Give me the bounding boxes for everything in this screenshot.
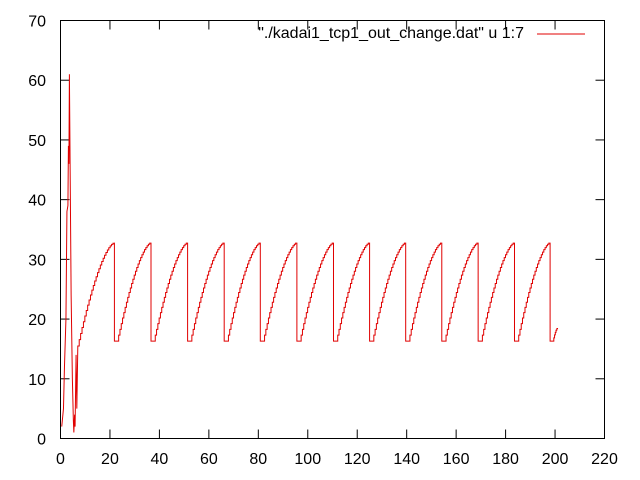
y-tick-label: 30 <box>28 252 46 269</box>
y-tick-label: 70 <box>28 14 46 31</box>
y-tick-label: 60 <box>28 73 46 90</box>
x-tick-label: 20 <box>101 451 119 468</box>
legend: "./kadai1_tcp1_out_change.dat" u 1:7 <box>258 25 585 42</box>
tick-labels: 0 20 40 60 80 100 120 140 160 180 200 220 0 10 20 30 40 5… <box>28 14 618 469</box>
y-tick-label: 20 <box>28 312 46 329</box>
y-tick-label: 40 <box>28 193 46 210</box>
x-tick-label: 120 <box>344 451 371 468</box>
x-tick-label: 0 <box>56 451 65 468</box>
x-tick-label: 80 <box>249 451 267 468</box>
y-tick-label: 50 <box>28 133 46 150</box>
series-line <box>61 74 559 433</box>
x-tick-label: 220 <box>591 451 618 468</box>
x-tick-label: 40 <box>151 451 169 468</box>
axis-ticks <box>60 20 605 439</box>
plot-frame <box>60 20 605 439</box>
x-tick-label: 160 <box>443 451 470 468</box>
x-tick-label: 60 <box>200 451 218 468</box>
x-tick-label: 200 <box>542 451 569 468</box>
y-tick-label: 10 <box>28 372 46 389</box>
legend-label: "./kadai1_tcp1_out_change.dat" u 1:7 <box>258 25 524 42</box>
y-tick-label: 0 <box>37 432 46 449</box>
x-tick-label: 140 <box>393 451 420 468</box>
x-tick-label: 100 <box>294 451 321 468</box>
x-tick-label: 180 <box>492 451 519 468</box>
series-layer <box>61 74 559 433</box>
